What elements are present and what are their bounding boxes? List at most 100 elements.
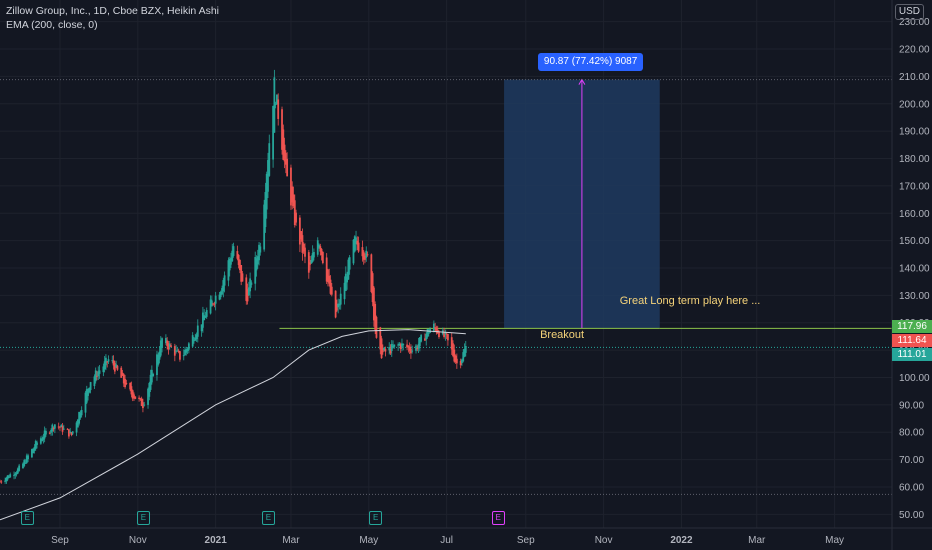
candle-body	[370, 254, 373, 292]
candle-body	[61, 426, 64, 432]
candle-body	[177, 350, 180, 352]
indicator-title[interactable]: EMA (200, close, 0)	[6, 19, 98, 31]
candle-body	[161, 338, 163, 349]
earnings-marker-icon[interactable]: E	[491, 511, 505, 525]
candle-body	[148, 383, 151, 397]
candle-body	[375, 316, 378, 338]
candle-body	[298, 217, 301, 245]
candle-body	[346, 276, 349, 283]
currency-label[interactable]: USD	[894, 4, 924, 20]
candle-body	[16, 468, 19, 474]
candle-body	[156, 354, 158, 376]
candle-body	[131, 390, 134, 399]
price-tick-label: 230.00	[899, 17, 930, 28]
candle-body	[125, 382, 128, 384]
candle-body	[27, 455, 29, 460]
candle-body	[186, 348, 189, 351]
candle-body	[334, 290, 337, 318]
price-axis-tag: 111.01	[892, 348, 932, 362]
candle-body	[283, 144, 286, 162]
candle-body	[309, 262, 311, 265]
candle-body	[48, 432, 51, 434]
candle-body	[112, 360, 115, 366]
candle-body	[407, 346, 410, 348]
earnings-marker-icon[interactable]: E	[261, 511, 275, 525]
candle-body	[249, 278, 252, 292]
candle-body	[452, 343, 454, 356]
candle-body	[170, 345, 172, 347]
candle-body	[247, 287, 250, 296]
time-axis[interactable]: Sep Nov 2021 Mar May Jul Sep Nov 2022 Mar May	[0, 527, 932, 546]
candle-body	[93, 376, 96, 387]
candle-body	[68, 429, 70, 437]
candle-body	[209, 299, 212, 314]
candle-body	[88, 387, 91, 393]
candle-body	[80, 409, 83, 416]
candle-body	[393, 344, 396, 347]
candle-body	[320, 248, 323, 255]
candle-body	[195, 334, 198, 340]
candle-body	[361, 247, 364, 257]
candle-body	[231, 250, 234, 262]
candle-body	[240, 264, 243, 282]
candle-body	[66, 428, 69, 430]
candle-body	[424, 338, 426, 341]
candle-body	[434, 327, 437, 329]
candle-body	[453, 349, 456, 362]
candle-body	[84, 392, 87, 413]
candle-body	[255, 258, 258, 271]
candle-body	[24, 462, 27, 464]
candle-body	[337, 303, 340, 308]
candle-body	[420, 335, 423, 342]
candle-body	[34, 441, 37, 449]
candle-body	[22, 463, 24, 469]
candle-body	[182, 355, 185, 357]
earnings-marker-icon[interactable]: E	[369, 511, 383, 525]
price-tick-label: 140.00	[899, 264, 930, 275]
earnings-marker-icon[interactable]: E	[136, 511, 150, 525]
candle-body	[140, 398, 143, 406]
time-tick-label: Mar	[748, 535, 766, 546]
candle-body	[374, 303, 377, 330]
candle-body	[5, 477, 8, 482]
candle-body	[230, 257, 232, 265]
candle-body	[272, 105, 274, 160]
price-axis-tag: 111.64	[892, 334, 932, 348]
candle-body	[115, 364, 118, 368]
price-tick-label: 100.00	[899, 373, 930, 384]
candle-body	[408, 346, 411, 351]
candle-body	[69, 431, 72, 433]
candle-body	[166, 340, 169, 347]
candle-body	[129, 382, 132, 390]
time-tick-label: Sep	[517, 535, 535, 546]
candle-body	[43, 430, 46, 439]
earnings-marker-icon[interactable]: E	[20, 511, 34, 525]
candle-body	[36, 442, 38, 445]
candle-body	[196, 325, 199, 337]
candle-body	[319, 246, 322, 252]
candle-body	[293, 200, 296, 226]
candle-body	[339, 293, 342, 305]
time-tick-label: 2021	[205, 535, 228, 546]
candle-body	[113, 362, 116, 372]
candle-body	[87, 388, 89, 396]
candle-body	[268, 143, 271, 176]
candle-body	[142, 402, 144, 409]
ema-200-line	[0, 329, 466, 521]
candle-body	[397, 344, 400, 346]
candle-body	[116, 365, 119, 370]
time-tick-label: 2022	[670, 535, 693, 546]
candle-body	[202, 312, 204, 328]
candle-body	[355, 237, 357, 244]
time-tick-label: Mar	[282, 535, 300, 546]
candle-body	[307, 252, 310, 273]
price-tick-label: 90.00	[899, 400, 924, 411]
price-tick-label: 170.00	[899, 181, 930, 192]
symbol-title[interactable]: Zillow Group, Inc., 1D, Cboe BZX, Heikin…	[6, 5, 219, 17]
candle-body	[277, 99, 280, 119]
candle-body	[9, 474, 12, 478]
time-tick-label: Nov	[129, 535, 147, 546]
candle-body	[205, 310, 208, 317]
candle-body	[175, 350, 178, 352]
